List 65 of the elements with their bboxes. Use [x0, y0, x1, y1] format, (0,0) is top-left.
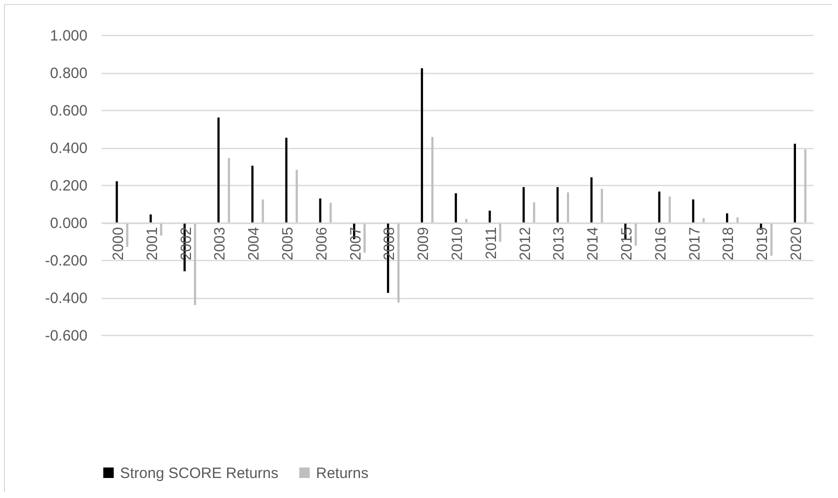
bar: [533, 202, 536, 222]
bar: [600, 188, 603, 222]
y-tick-label: -0.200: [44, 252, 88, 270]
bar: [488, 210, 491, 222]
bar: [431, 136, 434, 222]
x-tick-label: 2002: [178, 227, 195, 260]
bar: [702, 218, 705, 222]
x-tick-label: 2019: [754, 227, 772, 260]
bar: [330, 202, 332, 222]
bar: [285, 138, 288, 222]
x-tick-label: 2015: [618, 227, 636, 260]
x-tick-label: 2014: [584, 227, 602, 260]
bar: [126, 222, 128, 247]
x-tick-label: 2006: [313, 227, 330, 260]
bar: [217, 118, 220, 222]
bar: [296, 170, 298, 222]
x-tick-label: 2005: [279, 227, 296, 260]
legend-label: Returns: [316, 464, 369, 482]
bar: [262, 199, 264, 222]
y-tick-label: 0.600: [50, 102, 88, 120]
x-tick-label: 2017: [686, 227, 704, 260]
x-tick-label: 2013: [550, 227, 568, 260]
x-tick-label: 2007: [347, 227, 364, 260]
bar: [556, 187, 559, 222]
x-tick-label: 2012: [516, 227, 534, 260]
bar: [634, 222, 637, 246]
x-tick-label: 2020: [788, 227, 806, 260]
y-tick-label: 0.800: [50, 65, 88, 82]
x-tick-label: 2001: [144, 227, 161, 260]
x-tick-label: 2008: [381, 227, 398, 260]
bar: [658, 192, 660, 222]
x-tick-label: 2009: [415, 227, 432, 260]
x-tick-label: 2003: [212, 227, 229, 260]
bar: [319, 198, 322, 222]
bar: [566, 192, 570, 222]
bar: [726, 213, 728, 222]
bar: [804, 149, 806, 222]
bar: [194, 222, 196, 305]
bar: [454, 193, 457, 222]
bar: [692, 199, 694, 222]
y-tick-label: 1.000: [50, 28, 88, 44]
bar: [590, 177, 593, 222]
x-tick-label: 2016: [652, 227, 670, 260]
bar: [420, 68, 424, 222]
bar: [794, 144, 796, 222]
bar: [668, 196, 671, 222]
bar: [228, 158, 230, 222]
y-tick-label: -0.400: [44, 290, 88, 307]
bar: [251, 166, 254, 222]
bar: [116, 181, 118, 222]
bar: [465, 218, 468, 222]
bar: [522, 187, 525, 222]
x-tick-label: 2011: [482, 227, 500, 260]
x-tick-label: 2004: [246, 227, 263, 260]
y-tick-label: -0.600: [44, 328, 88, 344]
legend-label: Strong SCORE Returns: [120, 464, 278, 482]
y-tick-label: 0.200: [50, 178, 88, 194]
bar: [397, 222, 400, 303]
x-tick-label: 2000: [110, 227, 127, 260]
y-tick-label: 0.000: [50, 215, 88, 232]
bar: [150, 214, 152, 222]
y-tick-label: 0.400: [50, 140, 88, 157]
bar: [499, 222, 502, 242]
x-tick-label: 2010: [449, 227, 466, 260]
x-tick-label: 2018: [720, 227, 738, 260]
